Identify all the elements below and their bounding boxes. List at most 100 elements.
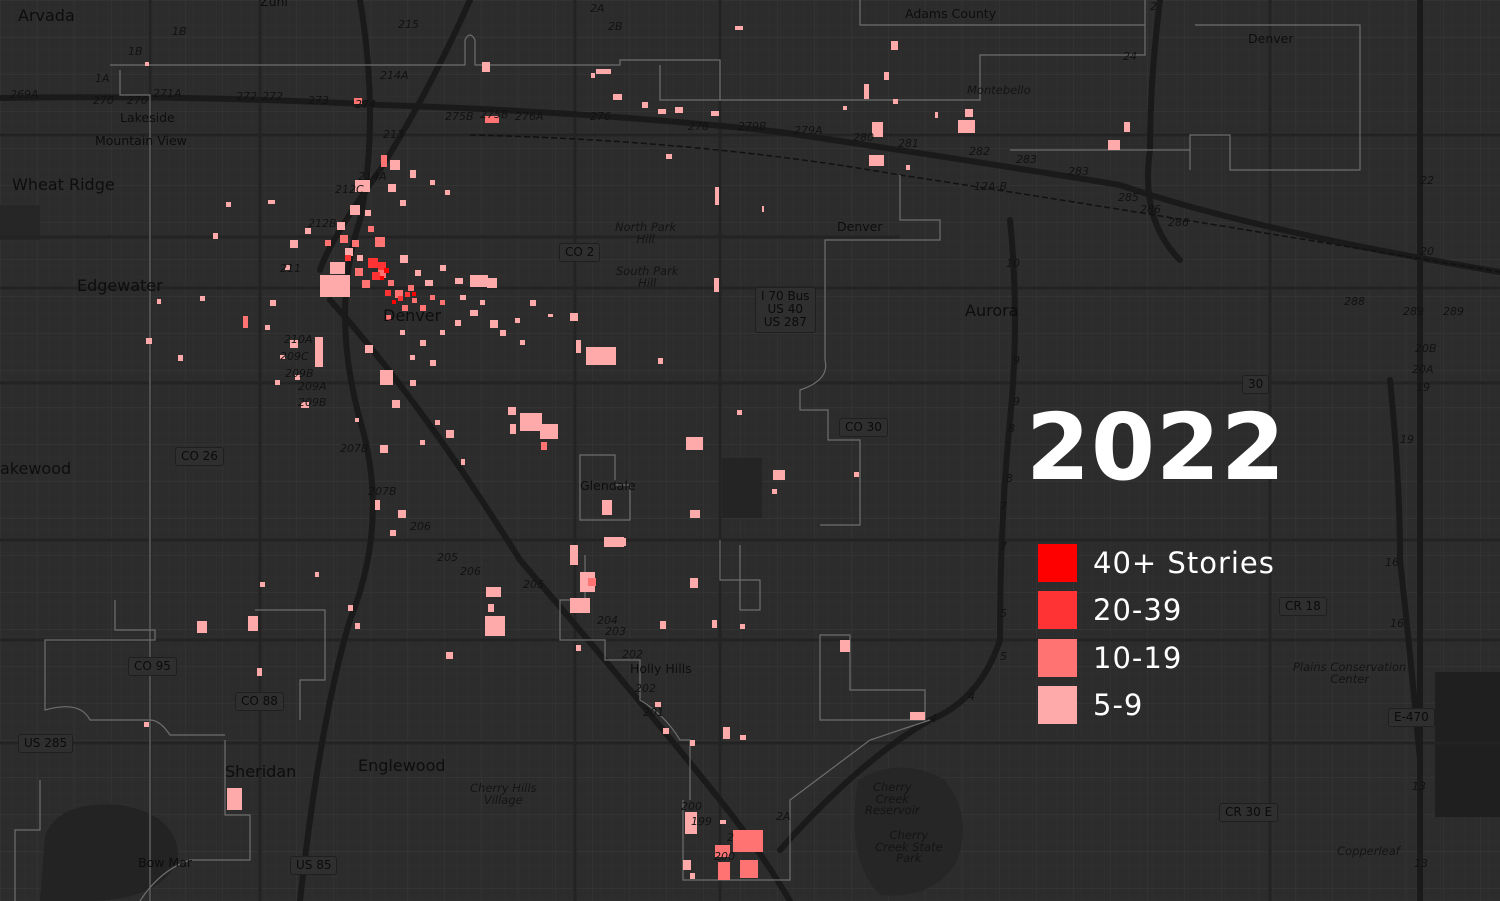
exit-label: 1A: [95, 72, 110, 85]
exit-label: 205: [523, 578, 544, 591]
legend-label: 10-19: [1093, 640, 1183, 675]
area-label-cherry-hills-village: Cherry Hills Village: [470, 781, 537, 807]
exit-label: 4: [930, 712, 937, 725]
legend-item-10-19: 10-19: [1038, 634, 1275, 682]
exit-label: 269A: [10, 88, 39, 101]
exit-label: 211: [280, 262, 301, 275]
route-shield-i-70-bus-us-40-us-287: I 70 Bus US 40 US 287: [755, 287, 816, 333]
exit-label: 206: [410, 520, 431, 533]
route-shield-co-26: CO 26: [175, 447, 224, 467]
exit-label: 1B: [172, 25, 187, 38]
exit-label: 275B: [445, 110, 474, 123]
exit-label: 207B: [368, 485, 397, 498]
place-label-denver: Denver: [383, 306, 442, 325]
exit-label: 286: [1168, 216, 1189, 229]
place-label-mountain-view: Mountain View: [95, 133, 187, 148]
exit-label: 13: [1414, 857, 1428, 870]
place-label-wheat-ridge: Wheat Ridge: [12, 175, 115, 194]
area-label-south-park-hill: South Park Hill: [616, 264, 679, 290]
exit-label: 209C: [280, 350, 309, 363]
area-label-cherry-creek-reservoir: Cherry Creek Reservoir: [865, 780, 920, 817]
exit-label: 280: [853, 131, 874, 144]
route-shield-cr-30-e: CR 30 E: [1219, 803, 1279, 823]
legend: 40+ Stories 20-39 10-19 5-9: [1038, 539, 1275, 729]
exit-label: 282: [969, 145, 990, 158]
place-label-englewood: Englewood: [358, 756, 446, 775]
place-label-aurora: Aurora: [965, 301, 1019, 320]
exit-label: 13: [1412, 780, 1426, 793]
area-label-plains-conservation-center: Plains Conservation Center: [1293, 660, 1407, 686]
route-shield-co-95: CO 95: [128, 657, 177, 677]
exit-label: 289: [1403, 305, 1424, 318]
exit-label: 272: [262, 90, 283, 103]
exit-label: 7: [1000, 540, 1007, 553]
exit-label: 12A-B: [974, 180, 1008, 193]
area-label-cherry-creek-state-park: Cherry Creek State Park: [875, 828, 943, 865]
exit-label: 22: [1420, 174, 1434, 187]
exit-label: 202: [635, 682, 656, 695]
exit-label: 5: [1000, 650, 1007, 663]
exit-label: 270: [127, 94, 148, 107]
exit-label: 20A: [1412, 363, 1434, 376]
exit-label: 9: [1013, 354, 1020, 367]
exit-label: 200: [714, 850, 735, 863]
legend-swatch: [1038, 591, 1077, 630]
place-label-lakeside: Lakeside: [120, 110, 175, 125]
exit-label: 204: [597, 614, 618, 627]
exit-label: 276A: [515, 110, 544, 123]
exit-label: 288: [1344, 295, 1365, 308]
exit-label: 20B: [1415, 342, 1437, 355]
exit-label: 273: [308, 94, 329, 107]
exit-label: 2: [727, 831, 734, 844]
place-label-akewood: akewood: [0, 459, 72, 478]
exit-label: 202: [622, 648, 643, 661]
route-shield-e-470: E-470: [1388, 708, 1435, 728]
exit-label: 7: [1000, 500, 1007, 513]
exit-label: 24: [1123, 50, 1137, 63]
area-label-north-park-hill: North Park Hill: [615, 220, 677, 246]
exit-label: 1B: [128, 45, 143, 58]
place-label-denver: Denver: [837, 219, 883, 234]
legend-item-40-plus: 40+ Stories: [1038, 539, 1275, 587]
route-shield-cr-18: CR 18: [1279, 597, 1327, 617]
area-label-copperleaf: Copperleaf: [1337, 844, 1400, 858]
exit-label: 199: [691, 815, 712, 828]
route-shield-us-285: US 285: [18, 734, 74, 754]
legend-swatch: [1038, 638, 1077, 677]
place-label-denver: Denver: [1248, 31, 1294, 46]
exit-label: 19: [1416, 381, 1430, 394]
exit-label: 213: [383, 128, 404, 141]
exit-label: 2A: [590, 2, 605, 15]
place-label-holly-hills: Holly Hills: [630, 661, 692, 676]
exit-label: 210A: [284, 333, 313, 346]
route-shield-30: 30: [1242, 375, 1270, 395]
exit-label: 9: [1013, 395, 1020, 408]
exit-label: 270: [93, 94, 114, 107]
exit-label: 200: [681, 800, 702, 813]
exit-label: 289: [1443, 305, 1464, 318]
exit-label: 201: [643, 706, 664, 719]
exit-label: 285: [1118, 191, 1139, 204]
exit-label: 281: [898, 137, 919, 150]
exit-label: 8: [1006, 472, 1013, 485]
exit-label: 8: [1008, 422, 1015, 435]
exit-label: 274: [355, 98, 376, 111]
exit-label: 16: [1390, 617, 1404, 630]
place-label-zuni: Zuni: [260, 0, 288, 9]
legend-swatch: [1038, 543, 1077, 582]
place-label-sheridan: Sheridan: [225, 762, 297, 781]
exit-label: 272: [236, 90, 257, 103]
area-label-montebello: Montebello: [967, 83, 1031, 97]
exit-label: 276: [590, 110, 611, 123]
exit-label: 2A: [776, 810, 791, 823]
exit-label: 206: [460, 565, 481, 578]
exit-label: 2: [1150, 0, 1157, 13]
exit-label: 207B: [340, 442, 369, 455]
exit-label: 10: [1006, 257, 1020, 270]
legend-label: 20-39: [1093, 593, 1183, 628]
exit-label: 271A: [153, 87, 182, 100]
legend-item-20-39: 20-39: [1038, 587, 1275, 635]
route-shield-co-30: CO 30: [839, 418, 888, 438]
